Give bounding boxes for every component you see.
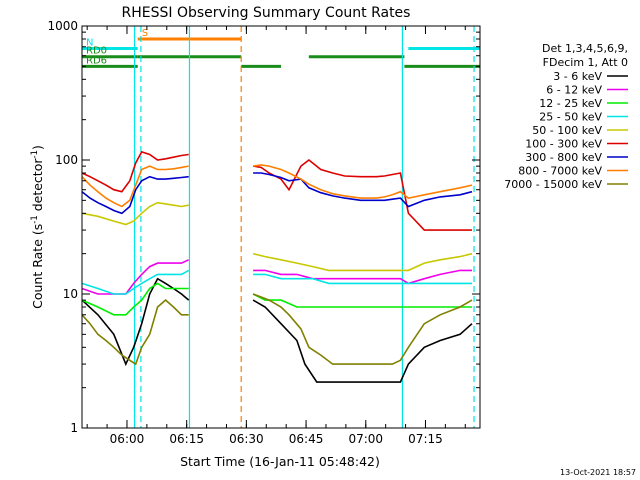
y-tick-label-1: 1	[70, 421, 78, 435]
legend-label-800-7000-kev: 800 - 7000 keV	[518, 165, 602, 178]
markers-layer	[133, 26, 475, 428]
y-tick-label-1000: 1000	[47, 19, 78, 33]
flag-label-s: S	[142, 28, 148, 39]
y-axis: 1 10 100 1000	[47, 19, 480, 435]
x-tick-label-06-15: 06:15	[169, 432, 204, 446]
legend-label-6-12-kev: 6 - 12 keV	[546, 84, 602, 97]
flag-label-rd0: RD0	[86, 46, 107, 57]
legend: Det 1,3,4,5,6,9, FDecim 1, Att 0 3 - 6 k…	[504, 42, 628, 191]
footer-timestamp: 13-Oct-2021 18:57	[560, 468, 636, 477]
legend-label-300-800-kev: 300 - 800 keV	[525, 151, 602, 164]
y-axis-label: Count Rate (s-1 detector-1)	[30, 145, 45, 309]
legend-label-12-25-kev: 12 - 25 keV	[539, 97, 602, 110]
series-layer	[81, 150, 473, 383]
series-line-6-12-kev	[81, 259, 472, 295]
chart-title: RHESSI Observing Summary Count Rates	[122, 5, 411, 21]
legend-label-7000-15000-kev: 7000 - 15000 keV	[504, 178, 602, 191]
legend-label-100-300-kev: 100 - 300 keV	[525, 138, 602, 151]
legend-label-50-100-kev: 50 - 100 keV	[532, 124, 602, 137]
series-line-3-6-kev	[81, 277, 473, 383]
series-line-100-300-kev	[81, 150, 472, 231]
legend-label-3-6-kev: 3 - 6 keV	[553, 70, 602, 83]
x-tick-label-06-45: 06:45	[289, 432, 324, 446]
x-axis-label: Start Time (16-Jan-11 05:48:42)	[180, 454, 380, 469]
series-line-25-50-kev	[81, 269, 472, 295]
flag-label-rd6: RD6	[86, 55, 107, 66]
series-line-800-7000-kev	[81, 164, 473, 208]
series-line-12-25-kev	[81, 282, 472, 316]
x-tick-label-06-00: 06:00	[110, 432, 145, 446]
x-tick-label-06-30: 06:30	[229, 432, 264, 446]
legend-label-25-50-kev: 25 - 50 keV	[539, 111, 602, 124]
y-tick-label-100: 100	[55, 153, 78, 167]
plot-frame	[81, 25, 481, 429]
x-tick-label-07-00: 07:00	[348, 432, 383, 446]
x-tick-label-07-15: 07:15	[408, 432, 443, 446]
series-line-7000-15000-kev	[81, 293, 473, 366]
legend-header-1: Det 1,3,4,5,6,9,	[542, 42, 628, 55]
series-line-50-100-kev	[81, 201, 473, 272]
flag-label-n: N	[86, 37, 93, 48]
legend-header-2: FDecim 1, Att 0	[543, 56, 628, 69]
x-axis: 06:00 06:15 06:30 06:45 07:00 07:15	[86, 26, 466, 446]
y-tick-label-10: 10	[63, 287, 78, 301]
series-line-300-800-kev	[81, 172, 473, 215]
